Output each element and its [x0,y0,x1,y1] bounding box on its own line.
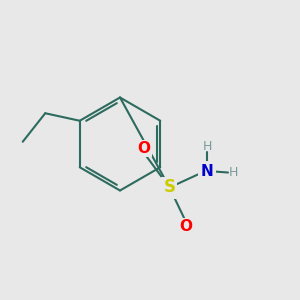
Text: O: O [179,219,193,234]
Text: H: H [229,166,238,179]
Text: S: S [164,178,175,196]
Text: N: N [201,164,213,178]
Text: O: O [137,141,151,156]
Text: H: H [202,140,212,153]
